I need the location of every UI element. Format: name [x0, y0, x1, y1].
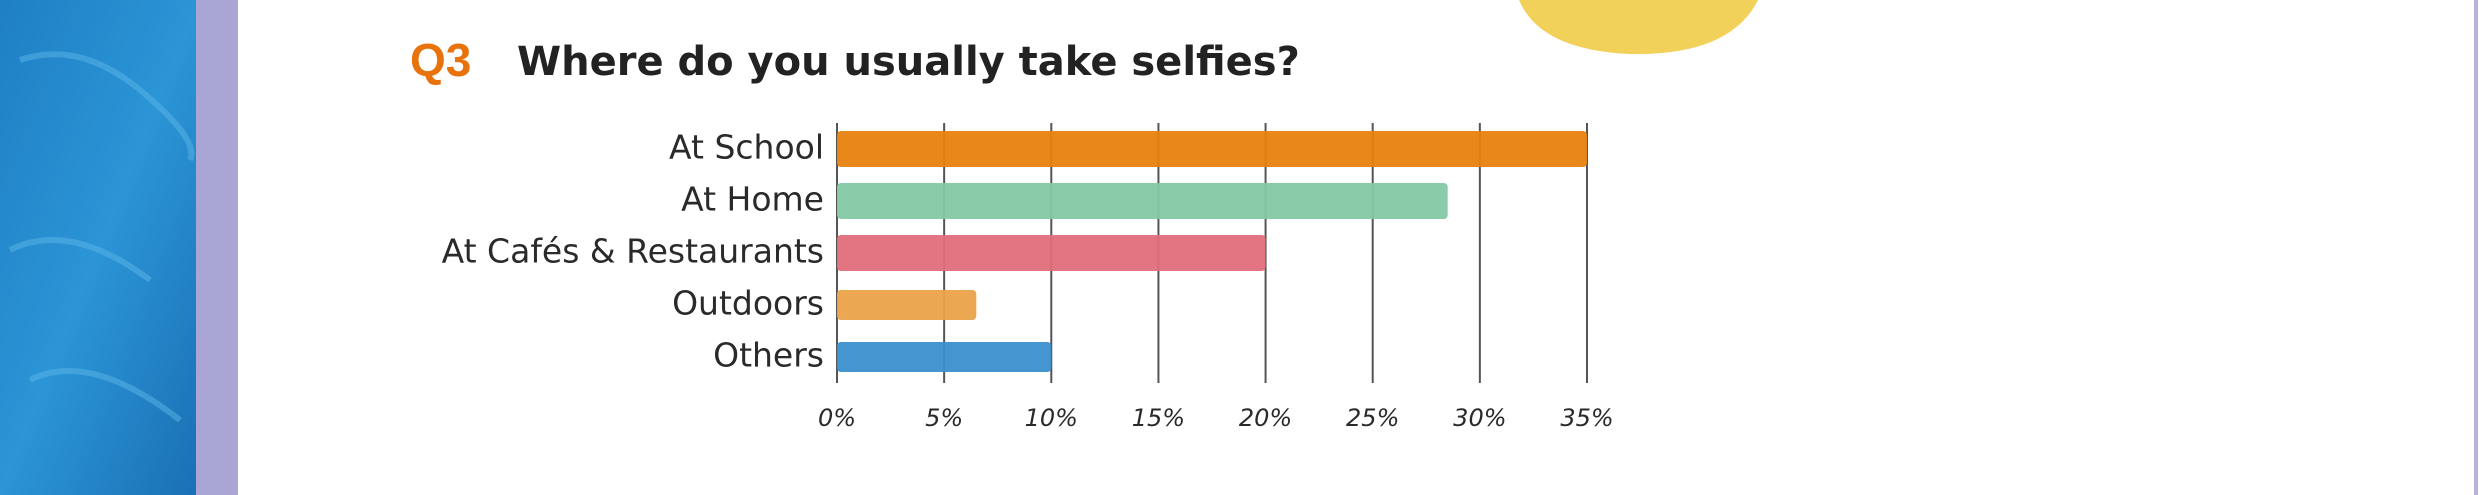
category-label: At School — [669, 128, 824, 167]
edge-line — [2474, 0, 2478, 495]
x-tick-label: 25% — [1346, 404, 1399, 432]
chart-title: Where do you usually take selfies? — [517, 39, 1300, 85]
bar — [837, 235, 1266, 271]
x-tick-label: 10% — [1025, 404, 1078, 432]
category-label: Outdoors — [672, 284, 824, 323]
category-label: Others — [713, 336, 824, 375]
category-label: At Home — [681, 180, 824, 219]
x-tick-label: 30% — [1453, 404, 1506, 432]
x-tick-label: 0% — [818, 404, 856, 432]
decor-blob — [1519, 0, 1758, 55]
side-band — [196, 0, 238, 495]
question-number: Q3 — [410, 34, 471, 86]
bar — [837, 342, 1052, 372]
bar — [837, 290, 977, 320]
category-label: At Cafés & Restaurants — [442, 232, 824, 271]
bar — [837, 131, 1587, 167]
bar — [837, 183, 1448, 219]
x-tick-label: 35% — [1560, 404, 1613, 432]
texture-stroke — [8, 51, 195, 423]
x-tick-label: 15% — [1132, 404, 1185, 432]
x-tick-label: 20% — [1239, 404, 1292, 432]
x-tick-label: 5% — [925, 404, 963, 432]
